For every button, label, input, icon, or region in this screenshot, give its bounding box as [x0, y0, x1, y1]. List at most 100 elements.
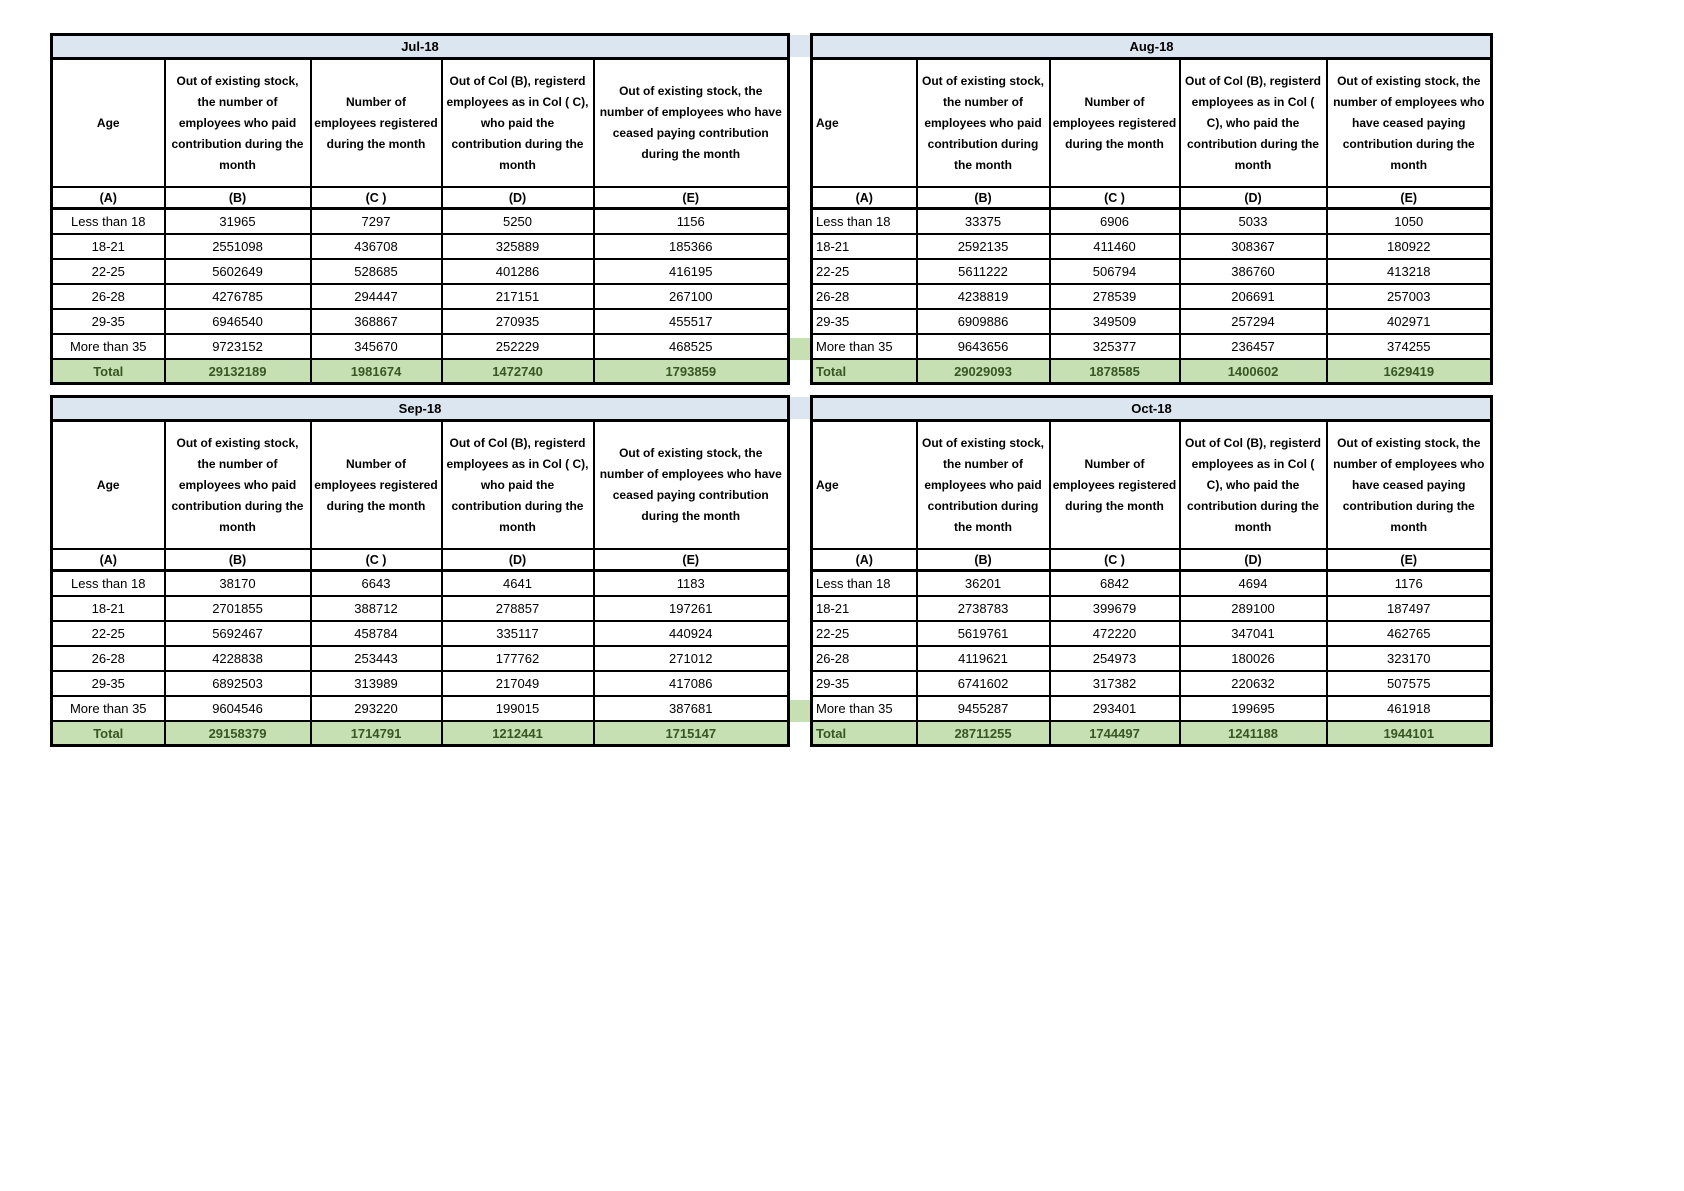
value-cell: 236457: [1178, 333, 1328, 360]
value-cell: 2592135: [915, 233, 1051, 260]
value-cell: 289100: [1178, 595, 1328, 622]
column-letter: (D): [440, 186, 595, 210]
table-row: 26-28 4238819 278539 206691 257003: [810, 283, 1493, 310]
total-value-cell: 1878585: [1048, 358, 1181, 385]
header-col-b: Out of existing stock, the number of emp…: [915, 419, 1051, 550]
table-oct-18: Oct-18 Age Out of existing stock, the numb…: [810, 395, 1493, 747]
value-cell: 401286: [440, 258, 595, 285]
header-col-b: Out of existing stock, the number of emp…: [163, 419, 312, 550]
value-cell: 455517: [592, 308, 790, 335]
total-value-cell: 1944101: [1325, 720, 1493, 747]
value-cell: 9455287: [915, 695, 1051, 722]
total-label-cell: Total: [810, 720, 918, 747]
value-cell: 278539: [1048, 283, 1181, 310]
table-row: Less than 18 33375 6906 5033 1050: [810, 207, 1493, 235]
value-cell: 388712: [309, 595, 443, 622]
header-col-b: Out of existing stock, the number of emp…: [163, 57, 312, 188]
age-cell: More than 35: [810, 695, 918, 722]
value-cell: 267100: [592, 283, 790, 310]
column-letter: (A): [810, 186, 918, 210]
table-row: Less than 18 38170 6643 4641 1183: [50, 569, 790, 597]
value-cell: 387681: [592, 695, 790, 722]
value-cell: 252229: [440, 333, 595, 360]
header-col-e: Out of existing stock, the number of emp…: [1325, 57, 1493, 188]
column-letter: (E): [592, 186, 790, 210]
header-col-c: Number of employees registered during th…: [1048, 57, 1181, 188]
age-cell: More than 35: [50, 695, 166, 722]
value-cell: 6946540: [163, 308, 312, 335]
total-row: Total 29158379 1714791 1212441 1715147: [50, 720, 790, 747]
value-cell: 323170: [1325, 645, 1493, 672]
total-value-cell: 28711255: [915, 720, 1051, 747]
value-cell: 177762: [440, 645, 595, 672]
column-letter: (B): [163, 186, 312, 210]
value-cell: 294447: [309, 283, 443, 310]
value-cell: 187497: [1325, 595, 1493, 622]
total-value-cell: 1629419: [1325, 358, 1493, 385]
value-cell: 6892503: [163, 670, 312, 697]
table-row: More than 35 9723152 345670 252229 468525: [50, 333, 790, 360]
table-row: Less than 18 31965 7297 5250 1156: [50, 207, 790, 235]
title-row-gap-strip: [785, 397, 813, 419]
header-age: Age: [810, 57, 918, 188]
total-row: Total 29029093 1878585 1400602 1629419: [810, 358, 1493, 385]
column-letter: (E): [1325, 548, 1493, 572]
value-cell: 271012: [592, 645, 790, 672]
total-value-cell: 1400602: [1178, 358, 1328, 385]
table-row: 18-21 2738783 399679 289100 187497: [810, 595, 1493, 622]
age-cell: 18-21: [810, 233, 918, 260]
month-table-container: Sep-18 Age Out of existing stock, the numb…: [50, 395, 790, 747]
value-cell: 197261: [592, 595, 790, 622]
value-cell: 399679: [1048, 595, 1181, 622]
header-col-e: Out of existing stock, the number of emp…: [592, 419, 790, 550]
value-cell: 293220: [309, 695, 443, 722]
value-cell: 253443: [309, 645, 443, 672]
header-age: Age: [50, 57, 166, 188]
value-cell: 199015: [440, 695, 595, 722]
age-cell: Less than 18: [810, 207, 918, 235]
total-value-cell: 1744497: [1048, 720, 1181, 747]
total-label-cell: Total: [810, 358, 918, 385]
age-cell: 29-35: [50, 308, 166, 335]
value-cell: 461918: [1325, 695, 1493, 722]
value-cell: 180922: [1325, 233, 1493, 260]
table-row: 18-21 2551098 436708 325889 185366: [50, 233, 790, 260]
value-cell: 4228838: [163, 645, 312, 672]
value-cell: 5692467: [163, 620, 312, 647]
column-letter: (C ): [1048, 548, 1181, 572]
value-cell: 217049: [440, 670, 595, 697]
table-sep-18: Sep-18 Age Out of existing stock, the numb…: [50, 395, 790, 747]
month-table-container: Oct-18 Age Out of existing stock, the numb…: [810, 395, 1493, 747]
total-value-cell: 1241188: [1178, 720, 1328, 747]
title-row-gap-strip: [785, 35, 813, 57]
value-cell: 335117: [440, 620, 595, 647]
total-row-gap-strip: [785, 338, 813, 360]
value-cell: 185366: [592, 233, 790, 260]
header-col-d: Out of Col (B), registerd employees as i…: [440, 57, 595, 188]
column-letter: (B): [163, 548, 312, 572]
value-cell: 6643: [309, 569, 443, 597]
age-cell: 22-25: [50, 258, 166, 285]
total-value-cell: 1472740: [440, 358, 595, 385]
month-table-container: Aug-18 Age Out of existing stock, the numb…: [810, 33, 1493, 385]
total-value-cell: 29029093: [915, 358, 1051, 385]
total-value-cell: 1714791: [309, 720, 443, 747]
header-col-d: Out of Col (B), registerd employees as i…: [1178, 419, 1328, 550]
table-aug-18: Aug-18 Age Out of existing stock, the numb…: [810, 33, 1493, 385]
value-cell: 368867: [309, 308, 443, 335]
value-cell: 4238819: [915, 283, 1051, 310]
total-row: Total 29132189 1981674 1472740 1793859: [50, 358, 790, 385]
value-cell: 458784: [309, 620, 443, 647]
header-col-d: Out of Col (B), registerd employees as i…: [440, 419, 595, 550]
value-cell: 5611222: [915, 258, 1051, 285]
table-row: More than 35 9455287 293401 199695 461918: [810, 695, 1493, 722]
table-row: 29-35 6741602 317382 220632 507575: [810, 670, 1493, 697]
value-cell: 4119621: [915, 645, 1051, 672]
column-letter: (B): [915, 548, 1051, 572]
value-cell: 468525: [592, 333, 790, 360]
value-cell: 325377: [1048, 333, 1181, 360]
total-label-cell: Total: [50, 720, 166, 747]
value-cell: 413218: [1325, 258, 1493, 285]
value-cell: 6906: [1048, 207, 1181, 235]
value-cell: 507575: [1325, 670, 1493, 697]
